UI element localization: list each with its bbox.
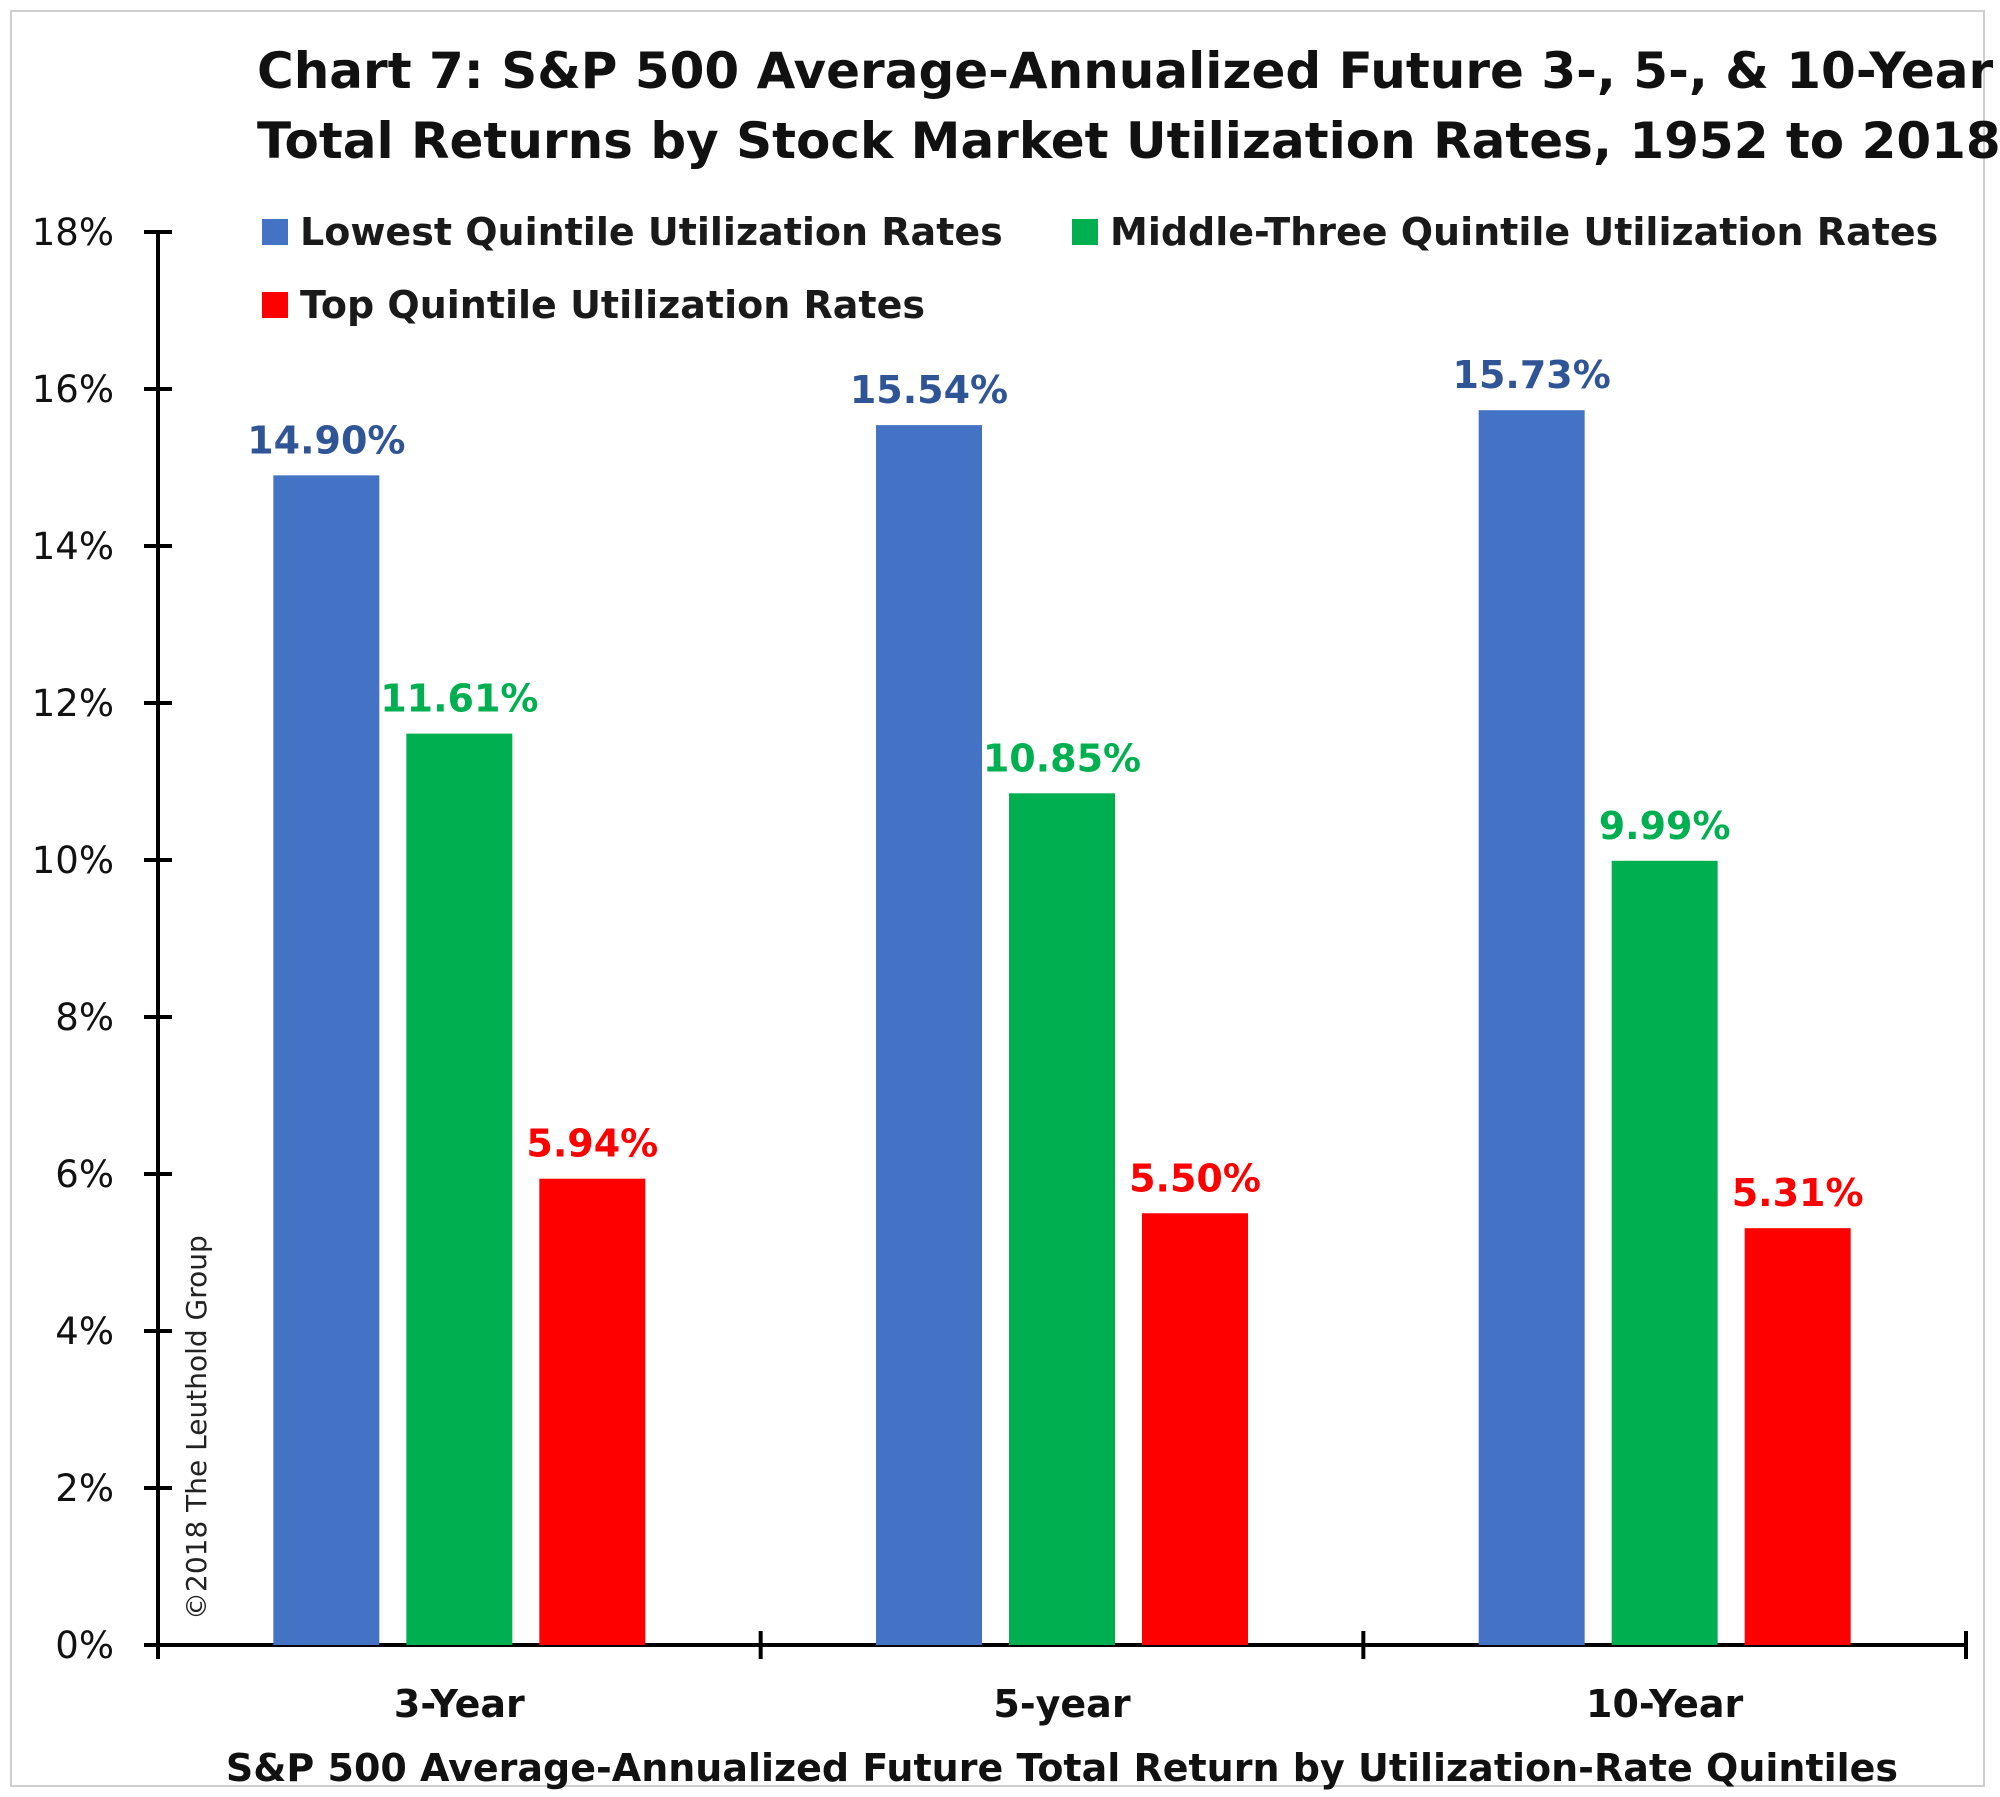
x-axis-label: S&P 500 Average-Annualized Future Total …: [226, 1746, 1898, 1790]
y-tick-label: 14%: [32, 525, 114, 568]
legend-swatch-lowest: [262, 219, 288, 245]
data-label: 14.90%: [247, 418, 405, 462]
bar: [1611, 860, 1718, 1645]
data-label: 5.50%: [1129, 1156, 1261, 1200]
y-tick-label: 6%: [55, 1153, 114, 1196]
y-tick-label: 10%: [32, 839, 114, 882]
y-tick-label: 18%: [32, 211, 114, 254]
legend-swatch-top: [262, 292, 288, 318]
x-tick-label: 5-year: [993, 1682, 1130, 1726]
bar: [1142, 1213, 1248, 1645]
bar: [1478, 410, 1585, 1645]
chart-title: Chart 7: S&P 500 Average-Annualized Futu…: [257, 42, 1994, 100]
bar: [406, 733, 513, 1645]
y-tick-label: 4%: [55, 1310, 114, 1353]
legend-label-top: Top Quintile Utilization Rates: [300, 283, 925, 327]
x-tick-label: 10-Year: [1586, 1682, 1744, 1726]
bar: [1009, 793, 1115, 1645]
legend-item-lowest: Lowest Quintile Utilization Rates: [262, 210, 1003, 254]
x-tick-label: 3-Year: [394, 1682, 525, 1726]
legend-item-top: Top Quintile Utilization Rates: [262, 283, 925, 327]
data-label: 9.99%: [1599, 804, 1731, 848]
y-tick-label: 12%: [32, 682, 114, 725]
y-tick-label: 16%: [32, 368, 114, 411]
chart-subtitle: Total Returns by Stock Market Utilizatio…: [257, 112, 2000, 170]
data-label: 5.31%: [1732, 1171, 1864, 1215]
y-tick-label: 2%: [55, 1467, 114, 1510]
legend-swatch-middle: [1072, 219, 1098, 245]
y-tick-label: 8%: [55, 996, 114, 1039]
legend-item-middle: Middle-Three Quintile Utilization Rates: [1072, 210, 1938, 254]
bar: [876, 425, 982, 1645]
data-label: 10.85%: [983, 736, 1141, 780]
data-label: 5.94%: [526, 1122, 658, 1166]
y-tick-label: 0%: [55, 1624, 114, 1667]
data-label: 15.54%: [850, 368, 1008, 412]
bar: [1744, 1228, 1851, 1645]
bar: [273, 475, 380, 1646]
data-label: 11.61%: [380, 677, 538, 721]
legend-label-lowest: Lowest Quintile Utilization Rates: [300, 210, 1003, 254]
legend-label-middle: Middle-Three Quintile Utilization Rates: [1110, 210, 1939, 254]
data-label: 15.73%: [1453, 353, 1611, 397]
bar: [539, 1178, 646, 1645]
